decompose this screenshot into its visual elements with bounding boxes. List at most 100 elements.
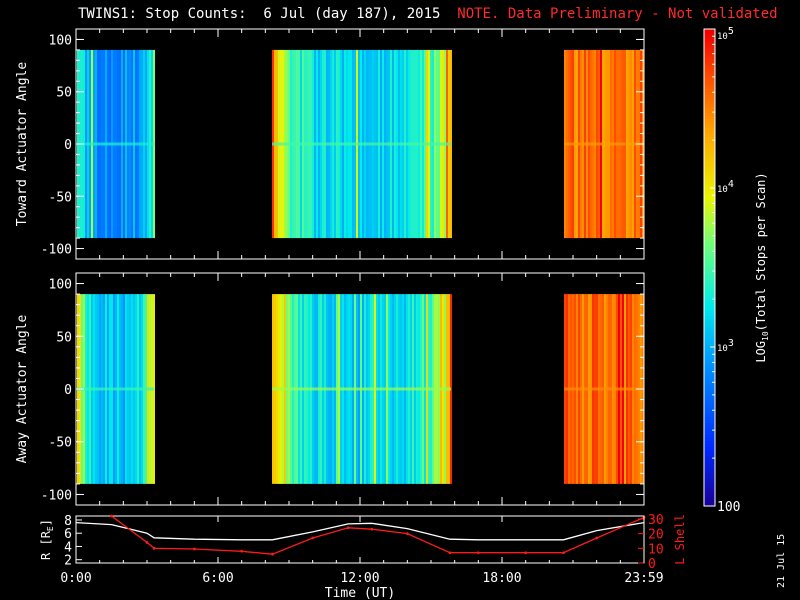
colorbar-cell (704, 70, 715, 75)
colorbar-cell (704, 121, 715, 125)
colorbar-tick-label: 103 (717, 338, 734, 354)
colorbar-cell (704, 43, 715, 48)
y-tick-label: 6 (64, 527, 72, 542)
colorbar-cell (704, 452, 715, 456)
colorbar-cell (704, 231, 715, 236)
colorbar-cell (704, 187, 715, 191)
colorbar-cell (704, 291, 715, 295)
colorbar-cell (704, 91, 715, 96)
y-tick-label: 50 (56, 86, 72, 101)
colorbar-cell (704, 425, 715, 430)
colorbar-cell (704, 184, 715, 188)
colorbar-cell (704, 88, 715, 93)
colorbar-cell (704, 237, 715, 242)
lshell-point (152, 546, 156, 550)
colorbar-cell (704, 464, 715, 468)
colorbar-tick-label: 105 (717, 26, 734, 42)
colorbar-cell (704, 133, 715, 137)
colorbar-cell (704, 350, 715, 355)
colorbar-cell (704, 201, 715, 206)
lshell-point (476, 551, 480, 555)
colorbar-cell (704, 142, 715, 146)
data-segment (272, 49, 452, 239)
colorbar-cell (704, 318, 715, 322)
y-tick-label: 50 (56, 330, 72, 345)
colorbar-cell (704, 330, 715, 334)
colorbar-cell (704, 392, 715, 397)
colorbar-cell (704, 467, 715, 471)
colorbar-label: LOG10(Total Stops per Scan) (754, 172, 770, 362)
colorbar-cell (704, 61, 715, 66)
colorbar-cell (704, 297, 715, 301)
y-tick-label: 0 (64, 138, 72, 153)
colorbar-cell (704, 306, 715, 310)
colorbar-cell (704, 225, 715, 230)
colorbar-cell (704, 434, 715, 439)
title-text: TWINS1: Stop Counts: 6 Jul (day 187), 20… (78, 6, 441, 22)
colorbar-cell (704, 34, 715, 39)
colorbar-cell (704, 64, 715, 69)
colorbar-cell (704, 195, 715, 200)
y-tick-label: 100 (49, 278, 72, 293)
colorbar-cell (704, 437, 715, 442)
colorbar-cell (704, 342, 715, 346)
colorbar-cell (704, 240, 715, 245)
lshell-point (192, 547, 196, 551)
colorbar-cell (704, 443, 715, 447)
colorbar-cell (704, 371, 715, 376)
data-segment (272, 294, 452, 484)
colorbar-cell (704, 124, 715, 128)
zero-angle-band (272, 387, 451, 391)
colorbar-cell (704, 148, 715, 152)
colorbar-cell (704, 303, 715, 307)
colorbar-cell (704, 386, 715, 391)
zero-angle-band (77, 387, 154, 391)
colorbar-cell (704, 234, 715, 239)
colorbar-cell (704, 488, 715, 492)
colorbar-cell (704, 422, 715, 427)
colorbar-cell (704, 279, 715, 284)
colorbar-cell (704, 362, 715, 367)
y-tick-label: 2 (64, 554, 72, 569)
colorbar-frame (703, 28, 716, 507)
colorbar-cell (704, 246, 715, 251)
colorbar-cell (704, 368, 715, 373)
colorbar-cell (704, 198, 715, 203)
colorbar-cell (704, 228, 715, 233)
lshell-point (145, 541, 149, 544)
colorbar-cell (704, 130, 715, 134)
colorbar-cell (704, 255, 715, 260)
zero-angle-band (564, 387, 644, 391)
colorbar-cell (704, 285, 715, 289)
colorbar-cell (704, 222, 715, 227)
zero-angle-band (77, 142, 154, 146)
colorbar-cell (704, 413, 715, 418)
colorbar-cell (704, 359, 715, 364)
y-tick-label: -100 (41, 488, 72, 503)
colorbar-cell (704, 31, 715, 36)
colorbar-cell (704, 336, 715, 340)
colorbar-cell (704, 503, 715, 507)
colorbar-cell (704, 46, 715, 51)
y-tick-label: 0 (64, 383, 72, 398)
preliminary-note: NOTE. Data Preliminary - Not validated (457, 6, 778, 22)
colorbar-cell (704, 282, 715, 286)
lshell-point (311, 536, 315, 540)
colorbar-cell (704, 485, 715, 489)
colorbar-cell (704, 383, 715, 388)
colorbar-cell (704, 160, 715, 164)
colorbar-cell (704, 151, 715, 155)
colorbar-cell (704, 473, 715, 477)
colorbar-cell (704, 449, 715, 453)
radius-line (76, 521, 644, 541)
colorbar-cell (704, 270, 715, 275)
y2-axis-label: L Shell (673, 514, 687, 565)
x-tick-label: 0:00 (60, 571, 91, 586)
lshell-point (562, 551, 565, 555)
colorbar-cell (704, 461, 715, 465)
colorbar-cell (704, 100, 715, 105)
colorbar-cell (704, 106, 715, 111)
colorbar-cell (704, 67, 715, 72)
colorbar-cell (704, 189, 715, 194)
x-tick-label: 18:00 (482, 571, 521, 586)
